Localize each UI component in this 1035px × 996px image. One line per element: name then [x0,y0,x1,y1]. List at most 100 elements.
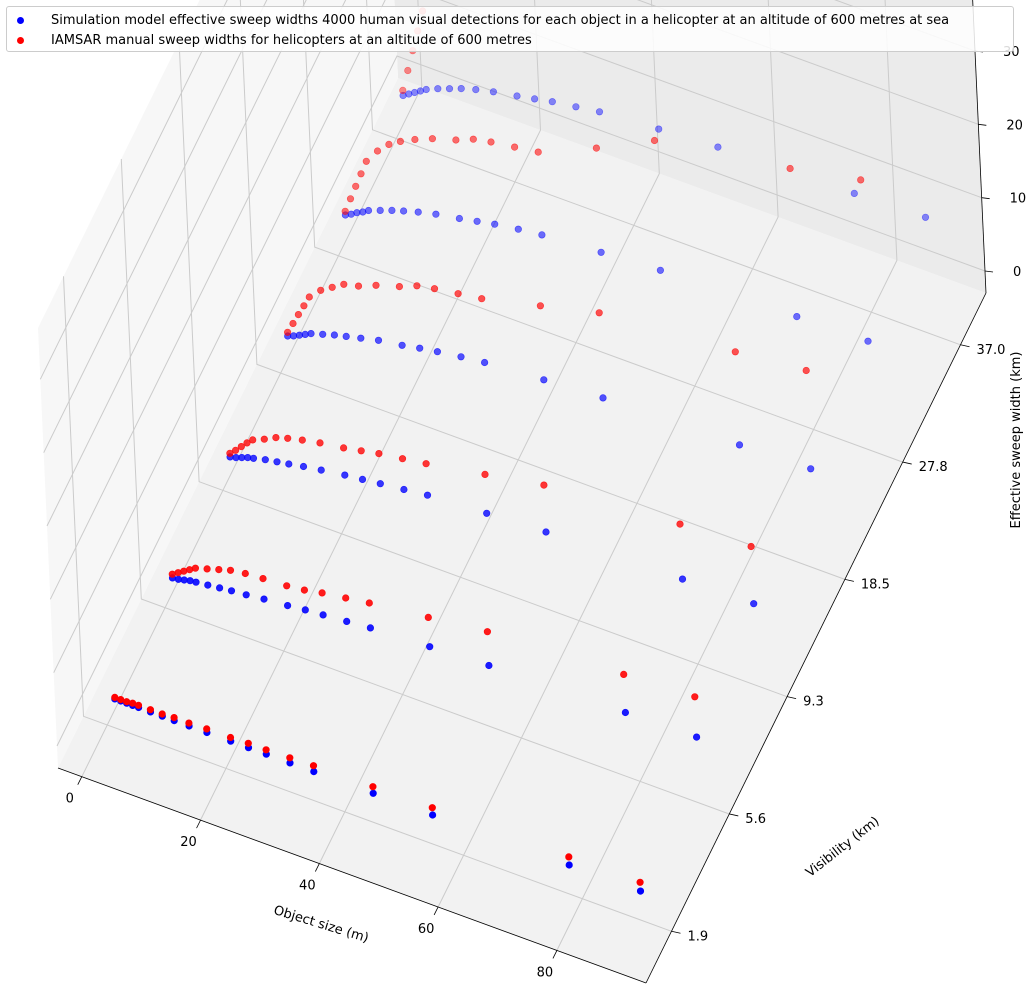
iamsar-point [424,613,432,622]
simulation-point [357,334,365,342]
simulation-point [376,206,384,214]
x-tick-label: 40 [299,879,316,894]
iamsar-point [469,135,477,143]
simulation-point [416,344,424,352]
x-tick-label: 0 [66,792,74,807]
simulation-point [422,85,430,94]
simulation-point [807,465,815,473]
simulation-point [655,125,663,133]
iamsar-point [398,455,407,463]
iamsar-point [300,586,309,594]
x-tick-mark [433,906,439,916]
iamsar-point [226,733,235,742]
x-axis-label: Object size (m) [272,903,371,946]
iamsar-point [411,135,419,144]
simulation-point [353,209,361,217]
iamsar-point [802,366,810,375]
simulation-point [548,98,556,106]
y-tick-label: 5.6 [745,812,766,827]
simulation-point [399,91,407,100]
simulation-point [921,213,930,221]
iamsar-point [305,293,313,301]
iamsar-point [203,565,211,573]
iamsar-point [510,143,519,151]
z-tick-mark [981,197,990,200]
simulation-point [358,475,367,484]
iamsar-point [158,710,166,718]
iamsar-point [272,434,280,442]
iamsar-point [260,435,268,443]
tick-labels: 0204060801.95.69.318.527.837.00102030405… [66,45,1027,980]
simulation-point [249,454,258,462]
iamsar-point [375,450,383,458]
simulation-point [261,456,269,464]
x-gridline [318,0,660,864]
z-gridline [39,0,228,380]
simulation-point [423,491,432,499]
simulation-point [180,576,188,584]
legend-marker-red [17,36,24,44]
iamsar-point [428,135,437,143]
simulation-point [307,330,315,338]
simulation-point [595,108,604,116]
iamsar-point [399,86,407,94]
simulation-point [426,643,434,651]
iamsar-point [316,439,324,447]
simulation-point [341,471,349,479]
iamsar-point [309,762,318,770]
z-tick-mark [984,270,994,273]
iamsar-point [340,444,348,452]
simulation-point [310,767,318,776]
x-axis-line [57,767,647,984]
y-axis-line [645,292,987,984]
iamsar-point [454,290,462,298]
y-tick-mark [902,461,912,465]
iamsar-point [294,311,303,319]
iamsar-point [203,725,211,733]
simulation-point [485,661,493,670]
simulation-point [432,210,440,218]
simulation-point [342,332,350,341]
left-pane [38,0,398,768]
iamsar-point [357,447,365,455]
x-tick-label: 20 [180,835,197,850]
iamsar-point [243,439,251,447]
z-axis-line [972,0,987,294]
simulation-point [429,811,437,819]
simulation-point [319,611,327,619]
iamsar-point [620,670,628,679]
simulation-point [343,617,351,626]
iamsar-point [395,283,404,291]
y-gridline [120,158,730,815]
iamsar-point [346,195,355,203]
simulation-point [317,466,325,474]
iamsar-point [372,281,380,289]
iamsar-point [357,170,365,178]
simulation-point [714,143,722,151]
simulation-point [369,789,377,797]
simulation-point [457,353,465,361]
y-tick-label: 27.8 [919,460,948,475]
y-tick-mark [729,813,739,817]
legend-label-iamsar: IAMSAR manual sweep widths for helicopte… [51,32,532,48]
iamsar-point [318,589,326,597]
z-gridline [53,0,982,673]
simulation-point [411,88,419,97]
simulation-point [513,92,521,100]
y-gridline [302,0,903,463]
simulation-point [366,624,375,632]
iamsar-point [340,280,348,288]
x-gridline [81,0,423,777]
z-tick-mark [978,123,987,126]
legend: Simulation model effective sweep widths … [6,6,1014,52]
legend-label-simulation: Simulation model effective sweep widths … [51,12,950,28]
simulation-point [204,581,212,589]
iamsar-point [536,302,545,310]
simulation-point [636,887,645,895]
y-axis-label: Visibility (km) [803,814,882,881]
x-tick-mark [552,950,558,959]
iamsar-point [404,66,412,75]
iamsar-point [284,328,292,336]
iamsar-point [215,565,223,574]
iamsar-point [487,138,495,146]
